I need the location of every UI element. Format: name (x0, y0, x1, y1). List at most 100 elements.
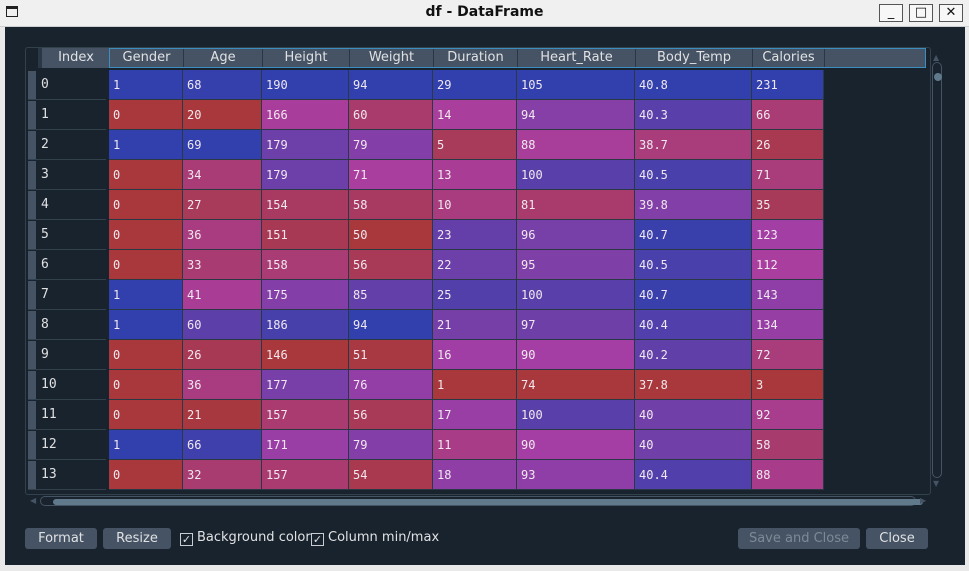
table-cell[interactable]: 143 (752, 280, 824, 310)
index-row[interactable]: 8 (28, 310, 106, 340)
table-cell[interactable]: 56 (349, 250, 433, 280)
background-color-checkbox[interactable]: ✓ Background color (180, 530, 311, 546)
close-button[interactable]: Close (866, 528, 928, 549)
table-cell[interactable]: 72 (752, 340, 824, 370)
table-cell[interactable]: 88 (752, 460, 824, 490)
table-cell[interactable]: 32 (183, 460, 262, 490)
index-row[interactable]: 5 (28, 220, 106, 250)
table-cell[interactable]: 40.7 (635, 220, 752, 250)
table-cell[interactable]: 3 (752, 370, 824, 400)
table-cell[interactable]: 35 (752, 190, 824, 220)
table-cell[interactable]: 96 (517, 220, 635, 250)
row-handle[interactable] (28, 311, 36, 339)
table-cell[interactable]: 40 (635, 400, 752, 430)
table-cell[interactable]: 123 (752, 220, 824, 250)
table-cell[interactable]: 26 (183, 340, 262, 370)
table-cell[interactable]: 0 (109, 190, 183, 220)
table-cell[interactable]: 85 (349, 280, 433, 310)
row-handle[interactable] (28, 431, 36, 459)
row-handle[interactable] (28, 101, 36, 129)
table-cell[interactable]: 66 (183, 430, 262, 460)
index-row[interactable]: 1 (28, 100, 106, 130)
table-cell[interactable]: 66 (752, 100, 824, 130)
table-cell[interactable]: 16 (433, 340, 517, 370)
table-cell[interactable]: 1 (109, 430, 183, 460)
scroll-down-icon[interactable]: ▼ (933, 479, 940, 488)
row-handle[interactable] (28, 371, 36, 399)
table-cell[interactable]: 175 (262, 280, 349, 310)
column-header[interactable]: Duration (434, 49, 518, 67)
table-cell[interactable]: 37.8 (635, 370, 752, 400)
row-handle[interactable] (28, 221, 36, 249)
table-cell[interactable]: 190 (262, 70, 349, 100)
table-cell[interactable]: 1 (433, 370, 517, 400)
checkbox-check-icon[interactable]: ✓ (311, 533, 324, 546)
table-cell[interactable]: 60 (349, 100, 433, 130)
table-cell[interactable]: 74 (517, 370, 635, 400)
table-cell[interactable]: 33 (183, 250, 262, 280)
table-cell[interactable]: 40.2 (635, 340, 752, 370)
minimize-button[interactable]: _ (879, 4, 903, 22)
table-cell[interactable]: 5 (433, 130, 517, 160)
table-cell[interactable]: 1 (109, 310, 183, 340)
horizontal-scrollbar[interactable]: ◀ ▶ (30, 496, 928, 506)
table-cell[interactable]: 146 (262, 340, 349, 370)
table-cell[interactable]: 21 (183, 400, 262, 430)
table-cell[interactable]: 95 (517, 250, 635, 280)
table-cell[interactable]: 21 (433, 310, 517, 340)
table-cell[interactable]: 60 (183, 310, 262, 340)
table-cell[interactable]: 50 (349, 220, 433, 250)
table-cell[interactable]: 76 (349, 370, 433, 400)
table-cell[interactable]: 158 (262, 250, 349, 280)
table-cell[interactable]: 58 (349, 190, 433, 220)
row-handle[interactable] (28, 251, 36, 279)
table-cell[interactable]: 105 (517, 70, 635, 100)
maximize-button[interactable]: □ (909, 4, 933, 22)
table-cell[interactable]: 40.5 (635, 160, 752, 190)
table-cell[interactable]: 154 (262, 190, 349, 220)
index-row[interactable]: 12 (28, 430, 106, 460)
table-cell[interactable]: 25 (433, 280, 517, 310)
table-cell[interactable]: 0 (109, 220, 183, 250)
table-cell[interactable]: 0 (109, 160, 183, 190)
table-cell[interactable]: 26 (752, 130, 824, 160)
row-handle[interactable] (28, 131, 36, 159)
table-cell[interactable]: 92 (752, 400, 824, 430)
index-row[interactable]: 4 (28, 190, 106, 220)
table-cell[interactable]: 81 (517, 190, 635, 220)
table-cell[interactable]: 71 (752, 160, 824, 190)
close-window-button[interactable]: ✕ (939, 4, 963, 22)
table-cell[interactable]: 23 (433, 220, 517, 250)
table-cell[interactable]: 36 (183, 220, 262, 250)
table-cell[interactable]: 157 (262, 460, 349, 490)
save-and-close-button[interactable]: Save and Close (738, 528, 860, 549)
vertical-scroll-track[interactable] (932, 62, 942, 478)
table-cell[interactable]: 0 (109, 250, 183, 280)
table-cell[interactable]: 40.8 (635, 70, 752, 100)
row-handle[interactable] (28, 281, 36, 309)
table-cell[interactable]: 177 (262, 370, 349, 400)
table-cell[interactable]: 10 (433, 190, 517, 220)
index-row[interactable]: 13 (28, 460, 106, 490)
table-cell[interactable]: 22 (433, 250, 517, 280)
index-row[interactable]: 7 (28, 280, 106, 310)
table-cell[interactable]: 20 (183, 100, 262, 130)
index-row[interactable]: 10 (28, 370, 106, 400)
table-cell[interactable]: 40.7 (635, 280, 752, 310)
index-header[interactable]: Index (38, 48, 110, 68)
table-cell[interactable]: 157 (262, 400, 349, 430)
table-cell[interactable]: 97 (517, 310, 635, 340)
index-row[interactable]: 0 (28, 70, 106, 100)
column-header[interactable]: Calories (753, 49, 825, 67)
table-cell[interactable]: 0 (109, 100, 183, 130)
table-cell[interactable]: 100 (517, 160, 635, 190)
table-cell[interactable]: 14 (433, 100, 517, 130)
table-cell[interactable]: 93 (517, 460, 635, 490)
table-cell[interactable]: 0 (109, 340, 183, 370)
table-cell[interactable]: 11 (433, 430, 517, 460)
table-cell[interactable]: 79 (349, 130, 433, 160)
table-cell[interactable]: 100 (517, 400, 635, 430)
table-cell[interactable]: 0 (109, 460, 183, 490)
table-cell[interactable]: 40.4 (635, 310, 752, 340)
table-cell[interactable]: 29 (433, 70, 517, 100)
